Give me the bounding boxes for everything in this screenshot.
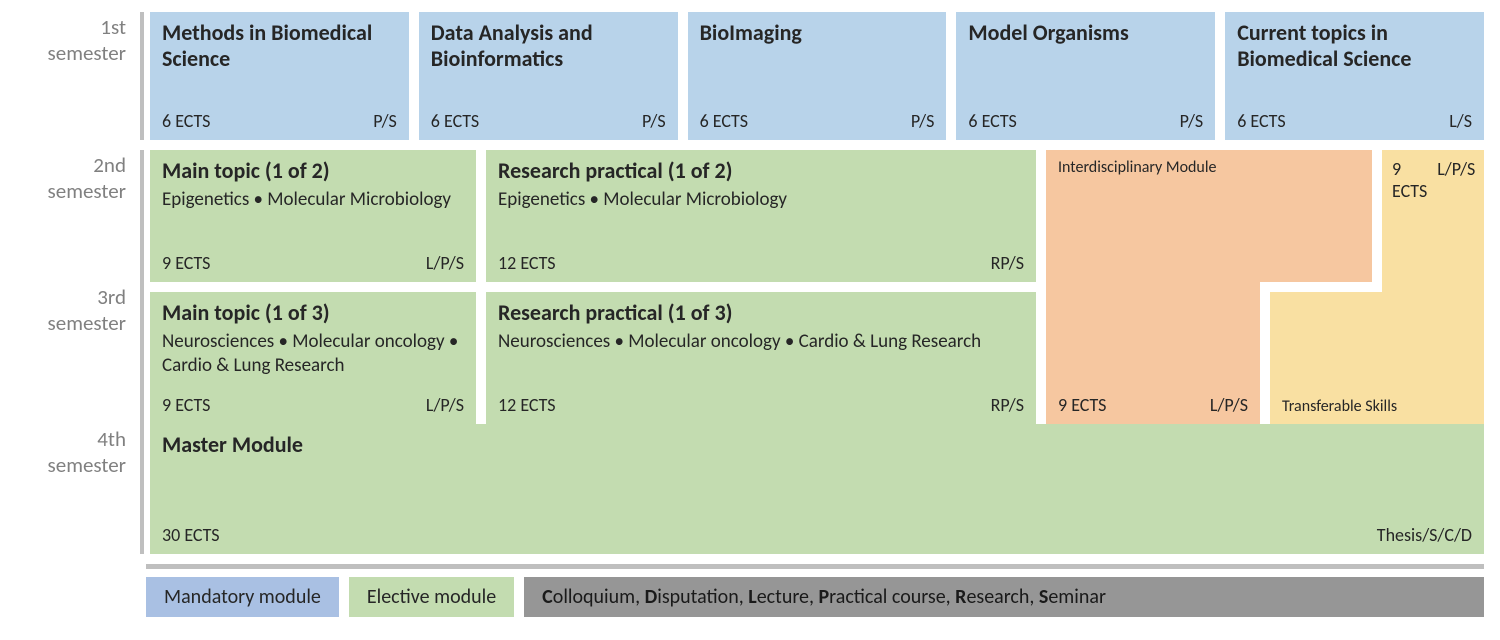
semester-label-line: semester [48, 40, 126, 66]
card-research-practical-3: Research practical (1 of 3) Neuroscience… [486, 292, 1036, 424]
legend-mandatory: Mandatory module [146, 577, 339, 617]
row-semester-4: 4th semester Master Module 30 ECTS Thesi… [0, 424, 1484, 554]
legend: Mandatory module Elective module Colloqu… [140, 564, 1484, 617]
card-ects: 6 ECTS [431, 110, 479, 132]
row-semester-2: 2nd semester Main topic (1 of 2) Epigene… [0, 150, 1484, 424]
card-subtitle: Epigenetics • Molecular Microbiology [498, 188, 1024, 212]
card-research-practical-2: Research practical (1 of 2) Epigenetics … [486, 150, 1036, 282]
legend-elective: Elective module [349, 577, 514, 617]
card-main-topic-3: Main topic (1 of 3) Neurosciences • Mole… [150, 292, 476, 424]
row-semester-1: 1st semester Methods in Biomedical Scien… [0, 12, 1484, 140]
semester-label-line: 3rd [97, 284, 126, 310]
card-ects: 6 ECTS [1237, 110, 1285, 132]
card-title: Master Module [162, 432, 1472, 458]
semester-label-line: semester [48, 310, 126, 336]
card-transferable-top: 9 ECTS L/P/S [1382, 150, 1484, 282]
curriculum-diagram: 1st semester Methods in Biomedical Scien… [0, 0, 1500, 625]
card-title: Transferable Skills [1282, 397, 1472, 416]
card-title: BioImaging [700, 20, 935, 46]
semester-label-line: 4th [97, 426, 126, 452]
semester-4-track: Master Module 30 ECTS Thesis/S/C/D [140, 424, 1484, 554]
card-sem1-4: Current topics in Biomedical Science 6 EC… [1225, 12, 1484, 140]
legend-abbreviations: Colloquium, Disputation, Lecture, Practi… [524, 577, 1484, 617]
semester-2-3-track: Main topic (1 of 2) Epigenetics • Molecu… [140, 150, 1484, 424]
card-format: P/S [373, 110, 397, 132]
card-format: L/P/S [426, 252, 464, 274]
semester-label-line: semester [48, 452, 126, 478]
card-ects: 12 ECTS [498, 394, 556, 416]
card-sem1-2: BioImaging 6 ECTS P/S [688, 12, 947, 140]
card-transferable-bridge [1382, 282, 1484, 292]
semester-label-line: semester [48, 178, 126, 204]
card-title: Current topics in Biomedical Science [1237, 20, 1472, 73]
card-format: P/S [911, 110, 935, 132]
card-ects: 12 ECTS [498, 252, 556, 274]
card-master-module: Master Module 30 ECTS Thesis/S/C/D [150, 424, 1484, 554]
card-format: L/P/S [1210, 394, 1248, 416]
card-interdisciplinary-ext [1260, 150, 1372, 282]
card-sem1-1: Data Analysis and Bioinformatics 6 ECTS P/… [419, 12, 678, 140]
semester-label-1: 1st semester [0, 12, 140, 140]
semester-label-line: 1st [100, 14, 126, 40]
card-title: Research practical (1 of 3) [498, 300, 1024, 326]
card-ects: 6 ECTS [162, 110, 210, 132]
card-subtitle: Neurosciences • Molecular oncology • Car… [498, 330, 1024, 354]
card-format: P/S [1180, 110, 1204, 132]
card-title: Main topic (1 of 3) [162, 300, 464, 326]
card-format: L/P/S [426, 394, 464, 416]
card-ects: 9 ECTS [162, 394, 210, 416]
card-ects: 6 ECTS [700, 110, 748, 132]
card-format: Thesis/S/C/D [1377, 524, 1472, 546]
card-subtitle: Epigenetics • Molecular Microbiology [162, 188, 464, 212]
semester-label-3: 3rd semester [0, 282, 140, 414]
card-ects: 9 ECTS [1392, 158, 1427, 202]
card-format: L/P/S [1437, 158, 1475, 180]
card-title: Methods in Biomedical Science [162, 20, 397, 73]
card-ects: 9 ECTS [162, 252, 210, 274]
card-format: RP/S [991, 252, 1024, 274]
semester-label-line: 2nd [93, 152, 126, 178]
card-title: Interdisciplinary Module [1058, 158, 1238, 177]
card-transferable: Transferable Skills [1270, 292, 1484, 424]
legend-divider [146, 564, 1484, 569]
card-subtitle: Neurosciences • Molecular oncology • Car… [162, 330, 464, 378]
card-sem1-3: Model Organisms 6 ECTS P/S [956, 12, 1215, 140]
card-ects: 9 ECTS [1058, 394, 1106, 416]
semester-label-4: 4th semester [0, 424, 140, 554]
card-title: Research practical (1 of 2) [498, 158, 1024, 184]
card-title: Data Analysis and Bioinformatics [431, 20, 666, 73]
semester-1-track: Methods in Biomedical Science6 ECTSP/SDa… [140, 12, 1484, 140]
card-format: L/S [1449, 110, 1472, 132]
card-ects: 6 ECTS [968, 110, 1016, 132]
card-main-topic-2: Main topic (1 of 2) Epigenetics • Molecu… [150, 150, 476, 282]
card-ects: 30 ECTS [162, 524, 220, 546]
card-title: Main topic (1 of 2) [162, 158, 464, 184]
card-format: RP/S [991, 394, 1024, 416]
card-interdisciplinary-bridge [1046, 282, 1260, 292]
card-format: P/S [642, 110, 666, 132]
card-title: Model Organisms [968, 20, 1203, 46]
card-sem1-0: Methods in Biomedical Science 6 ECTS P/S [150, 12, 409, 140]
